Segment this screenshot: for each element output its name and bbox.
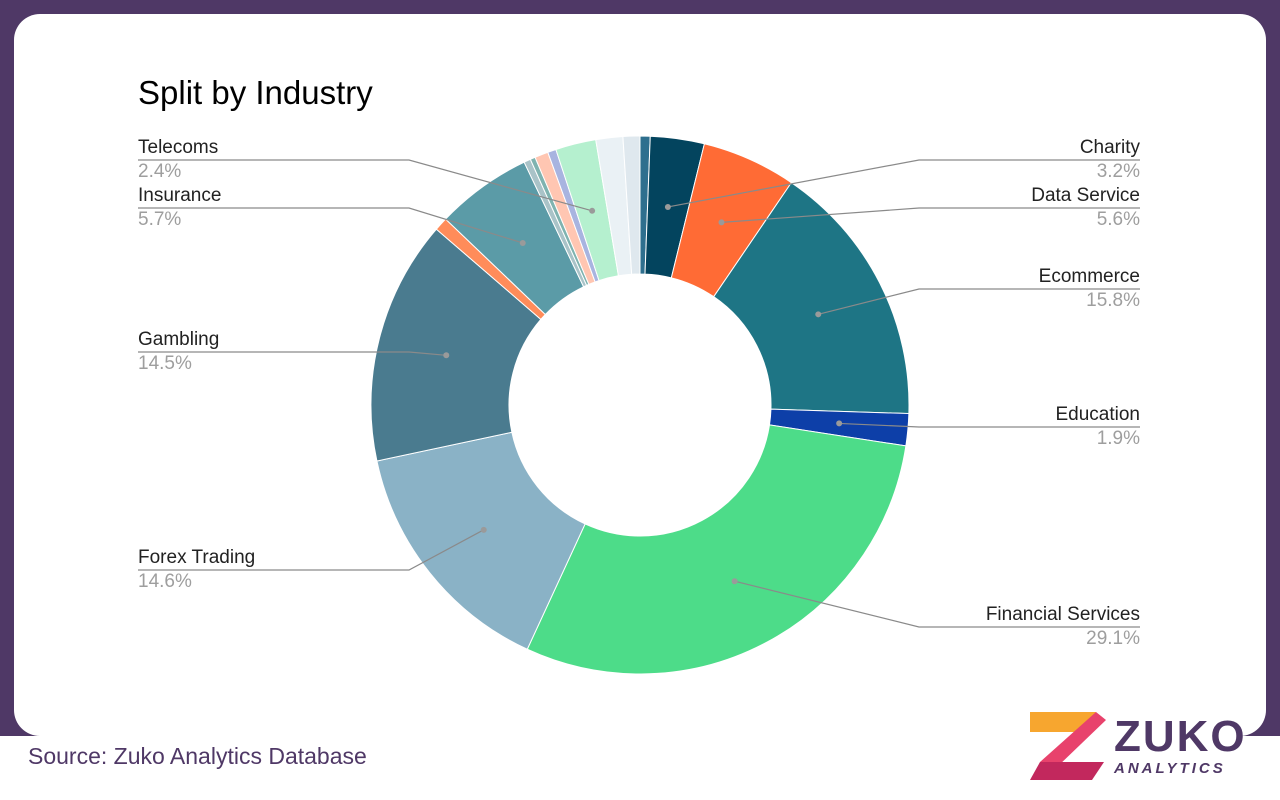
label-name-telecoms: Telecoms — [138, 137, 219, 158]
logo-wordmark: ZUKO — [1114, 712, 1247, 761]
label-percent-forex-trading: 14.6% — [138, 571, 192, 592]
leader-dot-forex-trading — [480, 526, 487, 533]
slice-forex-trading[interactable] — [376, 431, 586, 650]
label-telecoms: Telecoms 2.4% — [138, 136, 218, 184]
label-percent-education: 1.9% — [1096, 428, 1140, 449]
label-percent-gambling: 14.5% — [138, 353, 192, 374]
label-name-forex-trading: Forex Trading — [138, 547, 256, 568]
label-percent-charity: 3.2% — [1096, 161, 1140, 182]
leader-dot-ecommerce — [815, 311, 822, 318]
label-name-charity: Charity — [1079, 137, 1140, 158]
label-data-service: Data Service 5.6% — [1031, 184, 1140, 232]
label-insurance: Insurance 5.7% — [138, 184, 221, 232]
label-percent-telecoms: 2.4% — [138, 161, 182, 182]
leader-line-insurance — [138, 207, 523, 244]
source-note: Source: Zuko Analytics Database — [28, 743, 367, 769]
leader-dot-insurance — [519, 239, 526, 246]
label-education: Education 1.9% — [1055, 403, 1140, 451]
chart-card: Split by Industry Charity 3.2% Data Servic… — [14, 14, 1266, 736]
leader-line-telecoms — [138, 159, 593, 212]
leader-dot-data-service — [718, 219, 725, 226]
slice-financial-services[interactable] — [526, 424, 907, 675]
leader-line-forex-trading — [138, 529, 485, 571]
slice-gambling[interactable] — [370, 228, 542, 462]
donut-chart — [138, 135, 1140, 675]
slice-unlabeled-16[interactable] — [622, 135, 641, 275]
label-percent-financial-services: 29.1% — [1086, 628, 1140, 649]
leader-dot-gambling — [443, 352, 450, 359]
footer: Source: Zuko Analytics Database ZUKO ANA… — [0, 712, 1280, 800]
label-percent-data-service: 5.6% — [1096, 209, 1140, 230]
leader-dot-education — [836, 420, 843, 427]
leader-lines — [138, 159, 1140, 628]
label-financial-services: Financial Services 29.1% — [986, 603, 1140, 651]
leader-dot-financial-services — [731, 578, 738, 585]
label-percent-insurance: 5.7% — [138, 209, 182, 230]
label-name-data-service: Data Service — [1031, 185, 1140, 206]
leader-dot-telecoms — [589, 207, 596, 214]
label-gambling: Gambling 14.5% — [138, 328, 219, 376]
leader-dot-charity — [664, 203, 671, 210]
label-name-ecommerce: Ecommerce — [1038, 266, 1140, 287]
donut-slices — [370, 135, 910, 675]
label-name-gambling: Gambling — [138, 329, 220, 350]
leader-line-charity — [667, 159, 1140, 208]
leader-line-education — [839, 422, 1140, 428]
leader-line-ecommerce — [818, 288, 1140, 315]
leader-line-financial-services — [734, 580, 1140, 628]
label-name-financial-services: Financial Services — [985, 604, 1140, 625]
leader-line-data-service — [721, 207, 1140, 223]
logo-subtitle: ANALYTICS — [1114, 760, 1226, 777]
label-forex-trading: Forex Trading 14.6% — [138, 546, 255, 594]
label-ecommerce: Ecommerce 15.8% — [1039, 265, 1140, 313]
label-name-insurance: Insurance — [138, 185, 222, 206]
label-charity: Charity 3.2% — [1080, 136, 1140, 184]
label-percent-ecommerce: 15.8% — [1086, 290, 1140, 311]
zuko-logo: ZUKO ANALYTICS — [1026, 706, 1256, 786]
chart-title: Split by Industry — [138, 74, 373, 111]
leader-line-gambling — [138, 351, 447, 356]
label-name-education: Education — [1055, 404, 1140, 425]
zuko-logo-mark-icon — [1030, 712, 1106, 780]
slice-ecommerce[interactable] — [713, 181, 910, 415]
